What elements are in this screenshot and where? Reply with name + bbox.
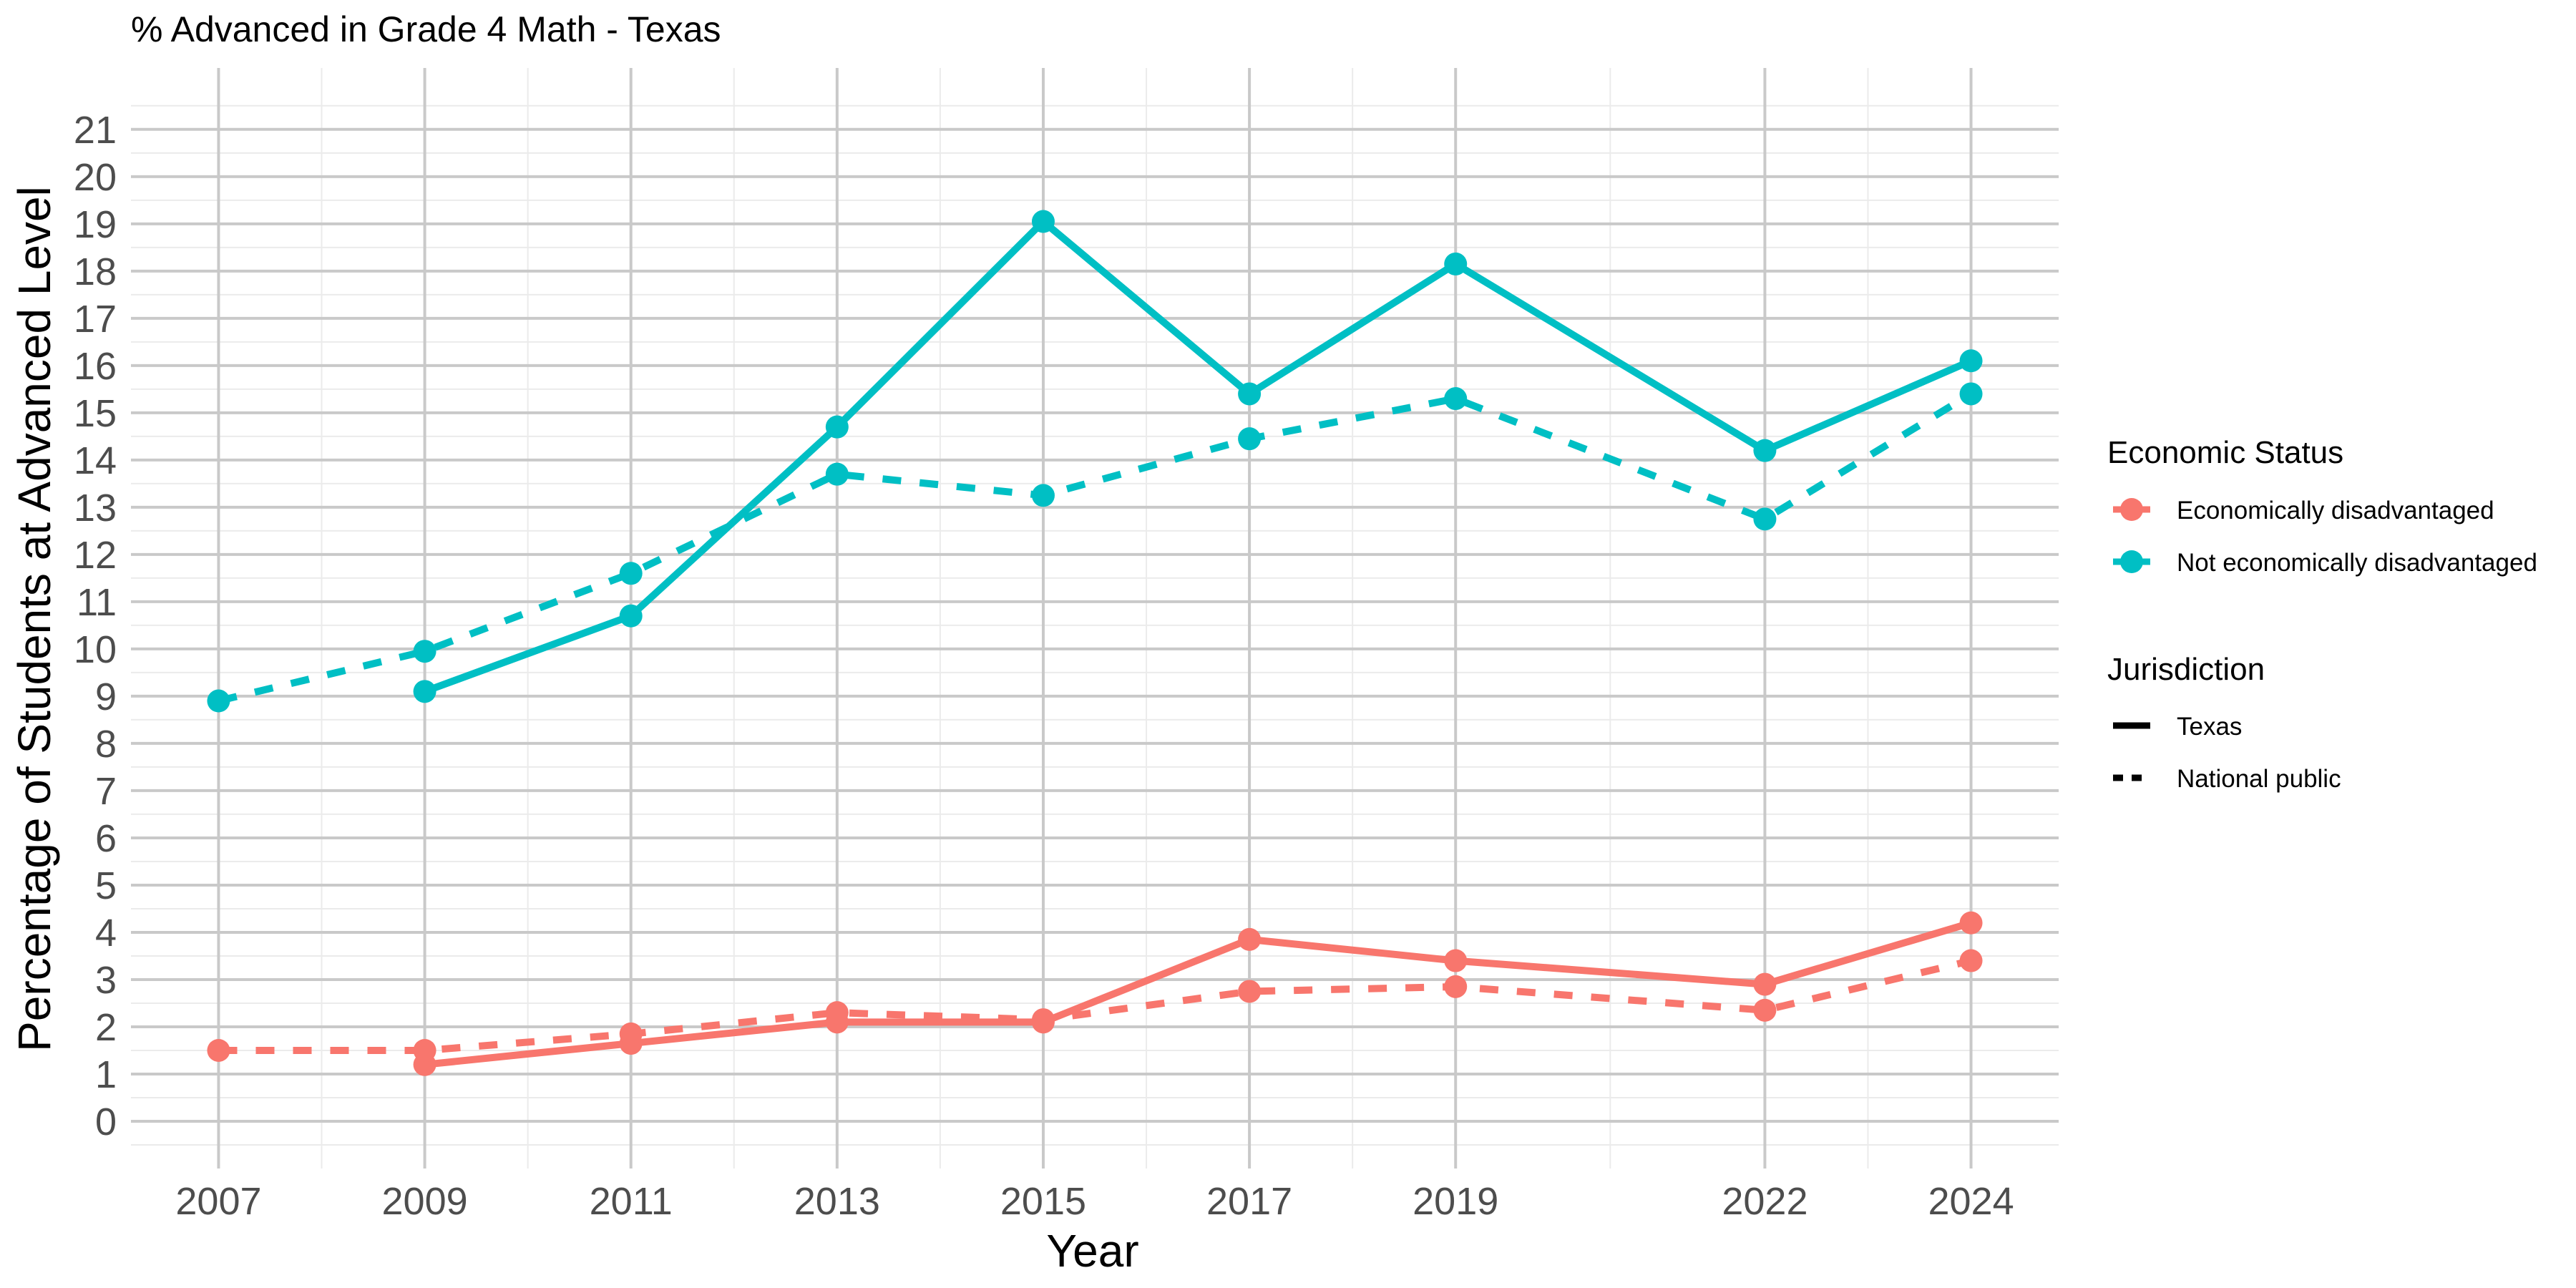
series-line-not-economically-disadvantaged-texas <box>423 218 1973 695</box>
y-tick-label: 2 <box>95 1006 117 1049</box>
y-tick-label: 12 <box>74 534 117 577</box>
y-tick-label: 14 <box>74 439 117 482</box>
data-point-not-economically-disadvantaged-national-public <box>1753 507 1777 531</box>
y-tick-label: 18 <box>74 250 117 293</box>
linetype-legend-title: Jurisdiction <box>2107 652 2265 687</box>
data-point-not-economically-disadvantaged-texas <box>1238 382 1262 406</box>
data-point-economically-disadvantaged-national-public <box>413 1038 436 1062</box>
data-point-economically-disadvantaged-national-public <box>619 1022 643 1045</box>
y-tick-label: 10 <box>74 628 117 671</box>
x-tick-label: 2011 <box>590 1180 673 1223</box>
data-point-economically-disadvantaged-national-public <box>1031 1008 1055 1032</box>
y-tick-label: 3 <box>95 959 117 1002</box>
data-point-not-economically-disadvantaged-texas <box>1959 349 1983 373</box>
data-point-economically-disadvantaged-texas <box>1959 911 1983 935</box>
series-line-economically-disadvantaged-national-public <box>218 957 1972 1054</box>
grid-lines <box>131 68 2059 1169</box>
data-point-not-economically-disadvantaged-national-public <box>1444 387 1468 411</box>
data-point-economically-disadvantaged-texas <box>1753 972 1777 996</box>
x-tick-label: 2013 <box>794 1180 880 1223</box>
x-tick-label: 2017 <box>1206 1180 1292 1223</box>
color-legend-key-point-economically-disadvantaged <box>2120 498 2143 521</box>
x-tick-label: 2007 <box>175 1180 261 1223</box>
data-point-economically-disadvantaged-national-public <box>1238 980 1262 1003</box>
x-axis-ticks: 2007 2009 2011 2013 2015 2017 2019 2022 2024 <box>175 1180 2014 1223</box>
data-point-not-economically-disadvantaged-national-public <box>1238 427 1262 451</box>
x-tick-label: 2019 <box>1413 1180 1498 1223</box>
y-tick-label: 1 <box>95 1053 117 1096</box>
data-point-not-economically-disadvantaged-texas <box>1031 210 1055 233</box>
data-point-not-economically-disadvantaged-national-public <box>207 689 230 713</box>
series-line-economically-disadvantaged-texas <box>424 919 1972 1068</box>
data-point-not-economically-disadvantaged-texas <box>619 604 643 628</box>
series-points <box>207 210 1983 1076</box>
y-tick-label: 20 <box>74 156 117 199</box>
data-point-not-economically-disadvantaged-national-public <box>1959 382 1983 406</box>
legend: Economic Status Economically disadvantag… <box>2107 435 2537 793</box>
data-point-not-economically-disadvantaged-national-public <box>1031 484 1055 507</box>
series-line-not-economically-disadvantaged-national-public <box>218 391 1974 705</box>
color-legend-label-economically-disadvantaged: Economically disadvantaged <box>2177 497 2494 525</box>
y-tick-label: 19 <box>74 203 117 246</box>
data-point-economically-disadvantaged-national-public <box>1959 949 1983 972</box>
y-tick-label: 8 <box>95 723 117 766</box>
x-tick-label: 2009 <box>382 1180 468 1223</box>
series-lines <box>218 218 1974 1068</box>
data-point-economically-disadvantaged-national-public <box>207 1038 230 1062</box>
data-point-economically-disadvantaged-texas <box>1444 949 1468 972</box>
y-tick-label: 17 <box>74 298 117 341</box>
data-point-economically-disadvantaged-national-public <box>1753 998 1777 1022</box>
linetype-legend-label-texas: Texas <box>2177 713 2242 741</box>
y-tick-label: 0 <box>95 1101 117 1143</box>
data-point-not-economically-disadvantaged-national-public <box>619 562 643 585</box>
color-legend-label-not-economically-disadvantaged: Not economically disadvantaged <box>2177 549 2537 577</box>
color-legend-key-point-not-economically-disadvantaged <box>2120 550 2143 573</box>
x-tick-label: 2024 <box>1928 1180 2014 1223</box>
y-tick-label: 4 <box>95 912 117 955</box>
data-point-not-economically-disadvantaged-national-public <box>413 640 436 663</box>
x-axis-title: Year <box>1046 1225 1138 1277</box>
y-tick-label: 6 <box>95 817 117 860</box>
chart-title: % Advanced in Grade 4 Math - Texas <box>131 9 721 49</box>
color-legend-keys <box>2113 498 2150 573</box>
data-point-not-economically-disadvantaged-texas <box>1753 439 1777 462</box>
y-tick-label: 21 <box>74 109 117 152</box>
y-tick-label: 7 <box>95 770 117 813</box>
data-point-not-economically-disadvantaged-texas <box>413 680 436 703</box>
x-tick-label: 2015 <box>1000 1180 1086 1223</box>
data-point-economically-disadvantaged-national-public <box>1444 975 1468 998</box>
data-point-not-economically-disadvantaged-texas <box>825 415 849 439</box>
data-point-not-economically-disadvantaged-texas <box>1444 252 1468 275</box>
linetype-legend-label-national-public: National public <box>2177 765 2341 793</box>
y-tick-label: 16 <box>74 345 117 388</box>
y-tick-label: 5 <box>95 864 117 907</box>
linetype-legend-keys <box>2113 722 2150 781</box>
y-tick-label: 13 <box>74 487 117 530</box>
data-point-economically-disadvantaged-texas <box>1238 927 1262 951</box>
data-point-economically-disadvantaged-national-public <box>825 1001 849 1025</box>
y-tick-label: 9 <box>95 675 117 718</box>
y-axis-title: Percentage of Students at Advanced Level <box>9 186 60 1052</box>
color-legend-title: Economic Status <box>2107 435 2343 470</box>
y-tick-label: 15 <box>74 392 117 435</box>
x-tick-label: 2022 <box>1722 1180 1807 1223</box>
y-tick-label: 11 <box>77 581 117 624</box>
data-point-not-economically-disadvantaged-national-public <box>825 462 849 486</box>
